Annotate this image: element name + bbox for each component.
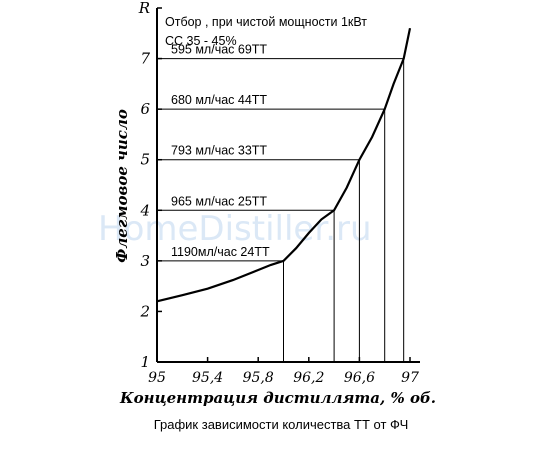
data-curve — [156, 27, 412, 303]
reference-label-1: 965 мл/час 25ТТ — [171, 194, 267, 208]
x-tick-label-3: 96,2 — [293, 370, 324, 386]
y-tick-label-3: 4 — [139, 201, 150, 219]
reference-lines — [157, 58, 405, 362]
y-tick-label-1: 2 — [139, 302, 150, 320]
y-axis-label: Флегмовое число — [113, 109, 131, 263]
x-tick-label-4: 96,6 — [344, 370, 375, 386]
reference-label-2: 793 мл/час 33ТТ — [171, 144, 267, 158]
reference-label-3: 680 мл/час 44ТТ — [171, 93, 267, 107]
x-tick-label-2: 95,8 — [243, 370, 274, 386]
y-tick-label-6: 7 — [140, 50, 150, 68]
reference-labels: 1190мл/час 24ТТ 965 мл/час 25ТТ 793 мл/час… — [171, 43, 270, 259]
x-axis-label: Концентрация дистиллята, % об. — [119, 389, 436, 407]
x-tick-labels: 95 95,4 95,8 96,2 96,6 97 — [148, 357, 419, 386]
y-tick-label-0: 1 — [140, 353, 150, 371]
axes — [156, 8, 420, 363]
header-line-1: Отбор , при чистой мощности 1кВт — [165, 15, 367, 29]
watermark-text: HomeDistiller.ru — [98, 209, 372, 249]
x-tick-label-0: 95 — [148, 370, 166, 386]
header-line-2: СС 35 - 45% — [165, 34, 237, 48]
x-tick-label-1: 95,4 — [192, 370, 223, 386]
x-tick-label-5: 97 — [401, 370, 419, 386]
y-tick-label-2: 3 — [140, 252, 150, 270]
reference-label-0: 1190мл/час 24ТТ — [171, 245, 270, 259]
y-tick-label-7: R — [138, 0, 150, 17]
y-tick-label-4: 5 — [140, 151, 150, 169]
chart-title: График зависимости количества ТТ от ФЧ — [154, 417, 409, 432]
y-tick-label-5: 6 — [140, 100, 150, 118]
reference-label-4: 595 мл/час 69ТТ — [171, 43, 267, 57]
y-tick-labels: 1 2 3 4 5 6 7 R — [138, 0, 162, 371]
